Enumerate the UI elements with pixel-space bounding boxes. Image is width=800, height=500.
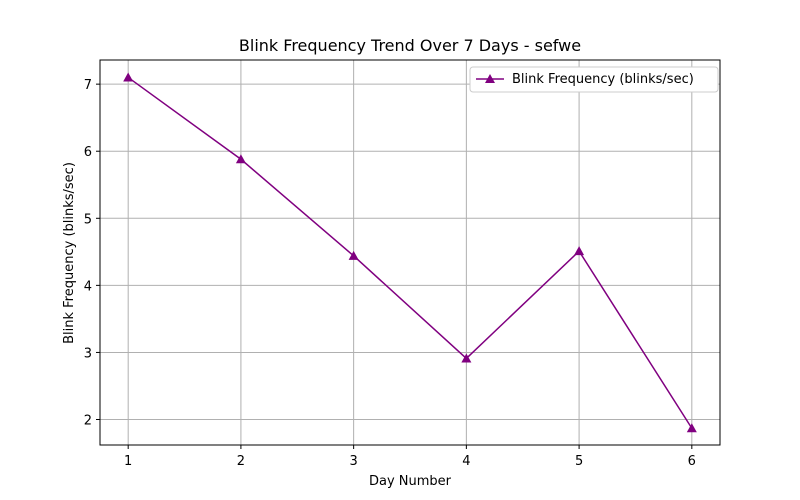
x-tick-label: 2 [237,454,245,469]
data-point [235,154,246,164]
x-tick-label: 1 [124,454,132,469]
x-axis: 1 2 3 4 5 6 [124,445,696,469]
data-point [123,72,134,82]
y-tick-label: 4 [84,279,92,294]
legend-box [469,66,719,93]
series-line [127,76,693,429]
y-tick-label: 7 [84,78,92,93]
series-layer [123,72,697,433]
x-tick-label: 5 [575,454,583,469]
plot-frame [99,59,721,446]
chart-title: Blink Frequency Trend Over 7 Days - sefw… [239,36,581,55]
data-point [348,250,359,260]
data-point [574,246,585,256]
y-tick-label: 6 [84,145,92,160]
legend-marker [485,74,495,83]
x-axis-label: Day Number [369,474,452,489]
data-point [686,423,697,433]
y-axis-label: Blink Frequency (blinks/sec) [62,162,77,344]
legend: Blink Frequency (blinks/sec) [469,66,719,93]
y-tick-label: 3 [84,346,92,361]
x-tick-label: 6 [688,454,696,469]
x-tick-label: 4 [462,454,470,469]
y-axis: 2 3 4 5 6 7 [84,78,100,429]
grid [100,60,720,445]
x-tick-label: 3 [349,454,357,469]
y-tick-label: 2 [84,414,92,429]
legend-label: Blink Frequency (blinks/sec) [512,72,694,87]
data-point [461,353,472,363]
y-tick-label: 5 [84,212,92,227]
